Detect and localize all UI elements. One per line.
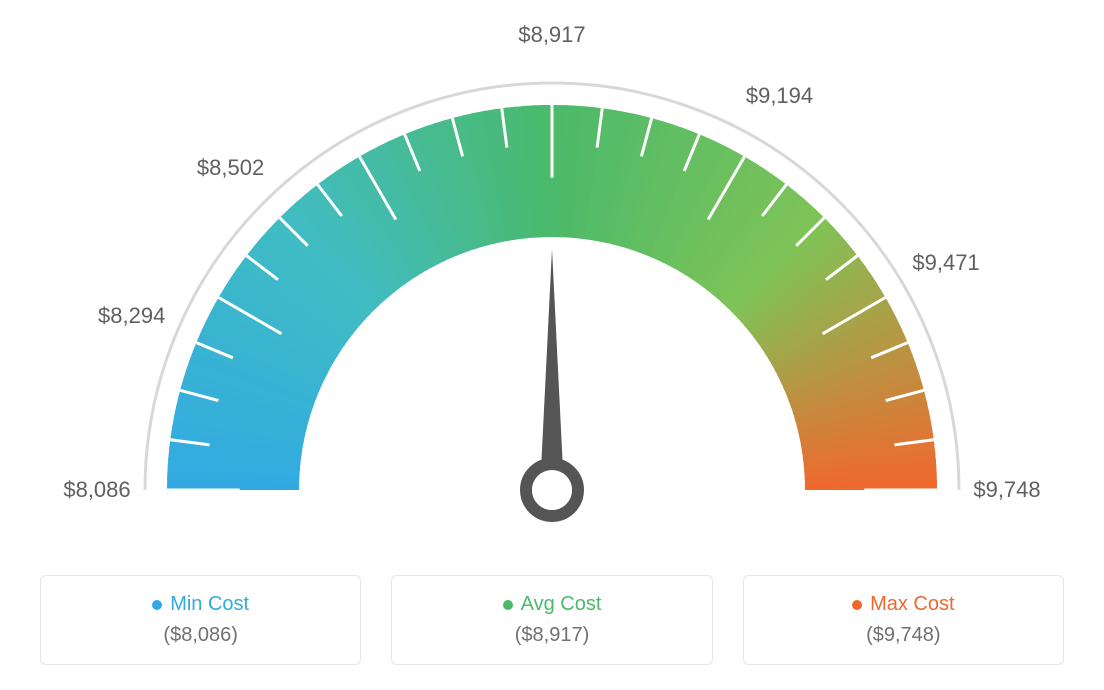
gauge-tick-label: $9,471 (912, 250, 979, 276)
gauge-tick-label: $9,748 (973, 477, 1040, 503)
legend-value-avg: ($8,917) (515, 624, 590, 647)
legend-dot-avg (503, 600, 513, 610)
legend-title-avg: Avg Cost (503, 593, 602, 616)
legend-title-text-min: Min Cost (170, 593, 249, 616)
legend-title-max: Max Cost (852, 593, 954, 616)
legend-dot-max (852, 600, 862, 610)
legend-card-min: Min Cost ($8,086) (40, 575, 361, 665)
gauge-tick-label: $8,917 (518, 22, 585, 48)
gauge-svg (0, 0, 1104, 560)
legend-row: Min Cost ($8,086) Avg Cost ($8,917) Max Cost… (40, 575, 1064, 665)
gauge-pivot-inner (532, 470, 572, 510)
legend-dot-min (152, 600, 162, 610)
legend-title-min: Min Cost (152, 593, 249, 616)
legend-card-max: Max Cost ($9,748) (743, 575, 1064, 665)
gauge-tick-label: $9,194 (746, 83, 813, 109)
legend-value-max: ($9,748) (866, 624, 941, 647)
gauge-needle (540, 249, 564, 490)
gauge-tick-label: $8,294 (98, 303, 165, 329)
gauge-tick-label: $8,502 (197, 155, 264, 181)
gauge-tick-label: $8,086 (63, 477, 130, 503)
gauge-chart-container: $8,086 $8,294 $8,502 $8,917 $9,194 $9,471 $9,7… (0, 0, 1104, 690)
gauge-area: $8,086 $8,294 $8,502 $8,917 $9,194 $9,471 $9,7… (0, 0, 1104, 560)
legend-value-min: ($8,086) (163, 624, 238, 647)
legend-card-avg: Avg Cost ($8,917) (391, 575, 712, 665)
legend-title-text-max: Max Cost (870, 593, 954, 616)
legend-title-text-avg: Avg Cost (521, 593, 602, 616)
